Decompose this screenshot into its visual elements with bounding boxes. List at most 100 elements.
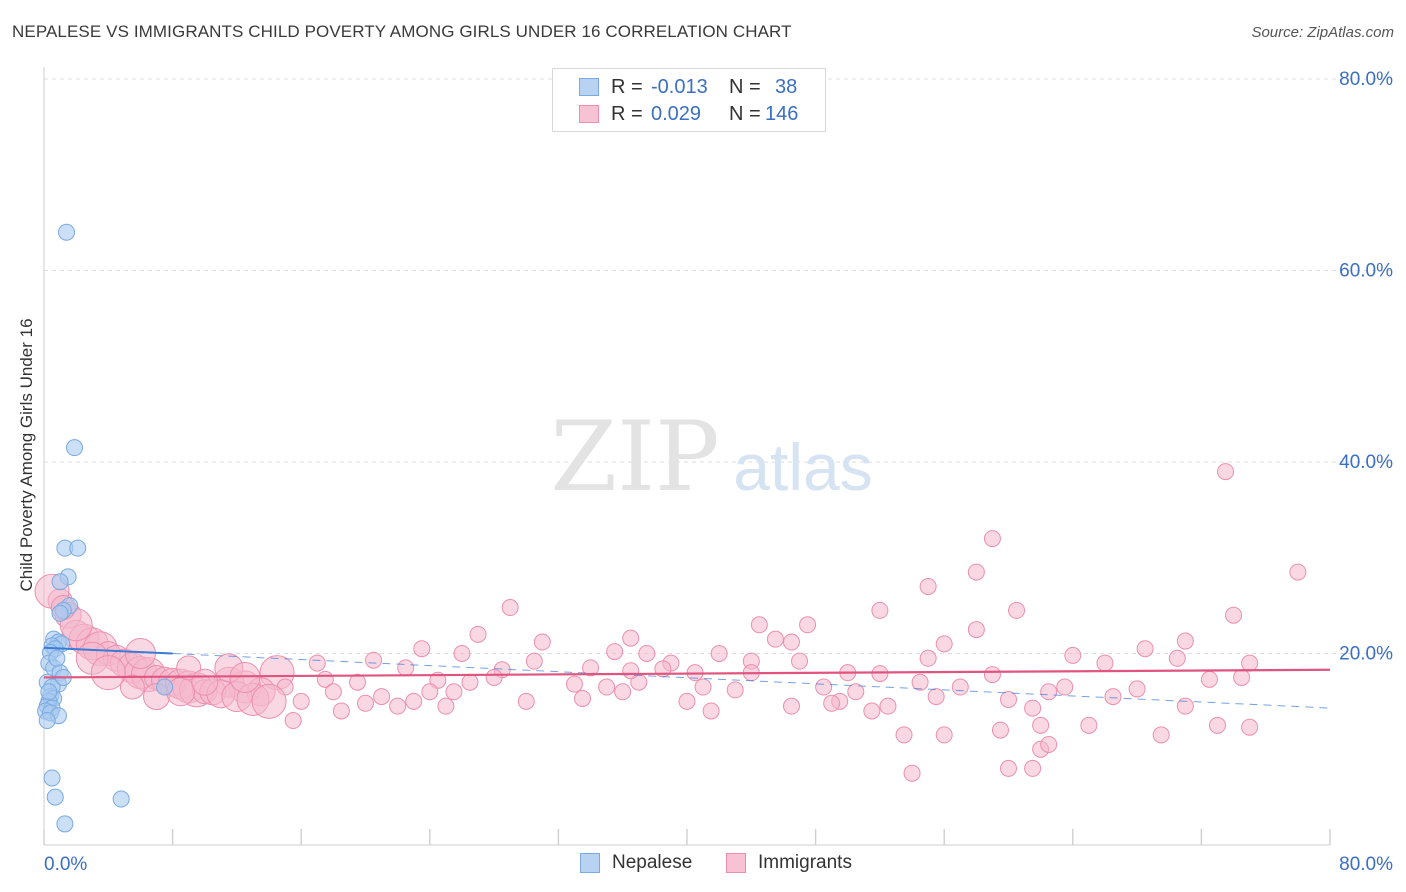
- r-value: 0.029: [651, 103, 702, 125]
- immigrants-point: [622, 629, 640, 647]
- n-value: 146: [765, 103, 799, 125]
- immigrants-point: [517, 692, 535, 710]
- immigrants-point: [1064, 646, 1082, 664]
- immigrants-point: [1168, 649, 1186, 667]
- r-label: R =: [611, 103, 643, 125]
- y-tick-label: 80.0%: [1339, 69, 1393, 90]
- immigrants-point: [1104, 688, 1122, 706]
- immigrants-point: [365, 651, 383, 669]
- immigrants-point: [229, 661, 261, 693]
- immigrants-point: [927, 688, 945, 706]
- nepalese-point: [46, 788, 64, 806]
- immigrants-point: [983, 530, 1001, 548]
- n-value: 38: [775, 76, 798, 98]
- immigrants-point: [373, 688, 391, 706]
- immigrants-point: [485, 668, 503, 686]
- nepalese-point: [156, 678, 174, 696]
- immigrants-point: [348, 673, 366, 691]
- immigrants-point: [1176, 697, 1194, 715]
- immigrants-point: [951, 678, 969, 696]
- immigrants-point: [445, 683, 463, 701]
- immigrants-point: [799, 616, 817, 634]
- immigrants-point: [710, 645, 728, 662]
- nepalese-point: [48, 649, 66, 667]
- immigrants-point: [421, 683, 439, 701]
- immigrants-point: [357, 694, 374, 712]
- immigrants-point: [397, 659, 415, 677]
- immigrants-point: [863, 702, 881, 720]
- immigrants-point: [1241, 718, 1259, 736]
- immigrants-point: [871, 665, 889, 683]
- x-tick-label: 80.0%: [1339, 854, 1393, 875]
- immigrants-point: [606, 643, 624, 661]
- immigrants-point: [1289, 563, 1307, 581]
- immigrants-point: [1024, 699, 1042, 717]
- immigrants-point: [191, 668, 219, 696]
- correlation-legend: R = -0.013 N = 38 R = 0.029 N = 146: [552, 68, 826, 132]
- nepalese-point: [40, 683, 58, 701]
- grid: [44, 78, 1395, 654]
- nepalese-point: [51, 573, 69, 591]
- immigrants-point: [895, 726, 913, 744]
- nepalese-point: [38, 712, 56, 730]
- immigrants-point: [1176, 632, 1194, 650]
- immigrants-point: [678, 692, 696, 710]
- immigrants-point: [1032, 716, 1050, 734]
- nepalese-legend-swatch: [580, 853, 600, 873]
- immigrants-point: [598, 678, 616, 696]
- immigrants-point: [911, 673, 929, 691]
- immigrants-point: [1128, 680, 1146, 698]
- immigrants-point: [1008, 601, 1026, 619]
- nepalese-points: [37, 223, 174, 833]
- nepalese-point: [66, 439, 84, 457]
- immigrants-point: [292, 692, 310, 710]
- immigrants-swatch: [579, 105, 599, 123]
- immigrants-point: [782, 633, 800, 651]
- y-tick-label: 20.0%: [1339, 644, 1393, 665]
- immigrants-point: [469, 625, 487, 643]
- n-label: N =: [729, 103, 761, 125]
- watermark-atlas: atlas: [733, 430, 872, 504]
- immigrants-point: [533, 633, 551, 651]
- immigrants-point: [453, 645, 471, 662]
- y-tick-label: 40.0%: [1339, 452, 1393, 473]
- immigrants-trend: [43, 668, 1331, 679]
- immigrants-point: [983, 666, 1001, 684]
- y-tick-label: 60.0%: [1339, 261, 1393, 282]
- immigrants-point: [574, 690, 592, 708]
- immigrants-point: [1136, 640, 1154, 658]
- immigrants-point: [1080, 716, 1098, 734]
- watermark: ZIP atlas: [550, 401, 872, 513]
- nepalese-point: [112, 790, 130, 808]
- immigrants-point: [967, 621, 985, 639]
- immigrants-point: [815, 678, 833, 696]
- immigrants-point: [694, 678, 712, 696]
- immigrants-point: [991, 721, 1009, 739]
- nepalese-point: [56, 815, 74, 833]
- immigrants-point: [284, 712, 302, 730]
- immigrants-point: [1056, 678, 1074, 696]
- immigrants-point: [919, 577, 937, 595]
- immigrants-point: [871, 601, 889, 619]
- nepalese-point: [51, 604, 69, 622]
- immigrants-point: [935, 635, 953, 653]
- nepalese-trend-solid: [43, 646, 173, 655]
- immigrants-point: [1208, 716, 1226, 734]
- x-tick-label: 0.0%: [44, 854, 87, 875]
- immigrants-point: [389, 697, 407, 715]
- immigrants-point: [935, 726, 953, 744]
- immigrants-point: [614, 683, 632, 701]
- immigrants-point: [622, 662, 640, 680]
- immigrants-point: [119, 674, 145, 700]
- immigrants-point: [879, 697, 897, 715]
- immigrants-point: [1241, 654, 1259, 672]
- immigrants-point: [251, 683, 287, 719]
- r-value: -0.013: [651, 76, 708, 98]
- immigrants-point: [405, 692, 423, 710]
- immigrants-point: [782, 697, 800, 715]
- immigrants-legend-label: Immigrants: [758, 852, 852, 873]
- watermark-zip: ZIP: [550, 401, 719, 513]
- immigrants-point: [726, 681, 744, 699]
- immigrants-point: [638, 645, 656, 662]
